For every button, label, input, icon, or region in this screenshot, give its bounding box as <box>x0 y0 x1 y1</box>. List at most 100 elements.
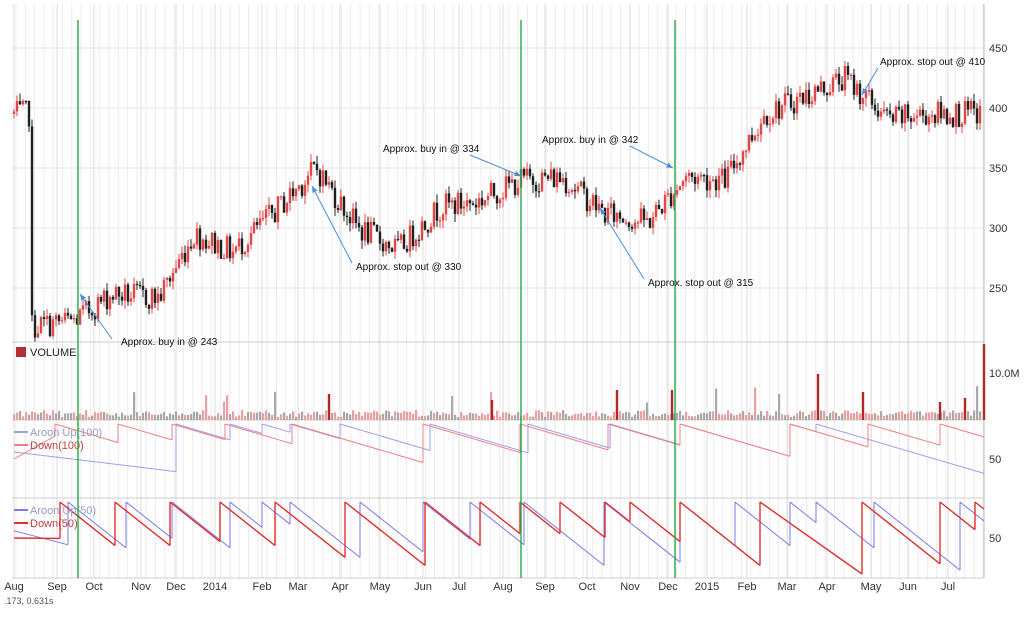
volume-bar <box>658 416 661 420</box>
volume-bar <box>79 413 82 420</box>
candle-body <box>762 115 766 124</box>
volume-bar <box>46 413 49 420</box>
candle-body <box>90 313 94 316</box>
volume-bar <box>874 413 877 420</box>
x-tick-label: May <box>861 581 882 593</box>
candle-body <box>684 175 688 182</box>
candle-body <box>273 212 277 223</box>
status-text: .173, 0.631s <box>4 596 54 606</box>
volume-bar <box>355 414 358 420</box>
candle-body <box>915 115 919 118</box>
volume-bar <box>793 415 796 420</box>
candle-body <box>381 243 385 252</box>
volume-bar <box>382 413 385 420</box>
candle-body <box>75 318 79 325</box>
candle-body <box>357 222 361 228</box>
volume-bar <box>25 412 28 420</box>
volume-bar <box>937 414 940 420</box>
aroon-legend-label: Aroon Up(50) <box>30 505 96 517</box>
candle-body <box>426 229 430 233</box>
volume-bar <box>148 412 151 420</box>
volume-bar <box>631 416 634 420</box>
x-tick-label: Sep <box>47 581 67 593</box>
candle-body <box>63 312 67 321</box>
candle-body <box>771 118 775 124</box>
candle-body <box>714 179 718 191</box>
volume-bar <box>892 414 895 420</box>
volume-bar <box>73 412 76 420</box>
annotation-arrow <box>629 145 674 169</box>
volume-bar <box>280 414 283 420</box>
candle-body <box>810 101 814 105</box>
volume-bar <box>949 412 952 420</box>
volume-bar <box>484 414 487 420</box>
candle-body <box>501 197 505 200</box>
volume-bar <box>859 413 862 420</box>
volume-bar <box>352 410 355 420</box>
candle-body <box>546 175 550 179</box>
volume-bar <box>469 412 472 420</box>
volume-bar <box>589 412 592 420</box>
candle-body <box>393 238 397 252</box>
volume-bar <box>679 410 682 420</box>
candle-body <box>153 288 157 303</box>
candle-body <box>585 188 589 212</box>
candle-body <box>396 238 400 241</box>
volume-bar <box>832 411 835 420</box>
candle-body <box>192 244 196 249</box>
candle-body <box>402 234 406 249</box>
x-tick-label: Aug <box>493 581 513 593</box>
volume-bar <box>286 415 289 420</box>
volume-bar <box>766 411 769 420</box>
volume-bar <box>376 411 379 420</box>
candle-body <box>186 246 190 263</box>
candle-body <box>378 231 382 244</box>
aroon-legend-label: Down(50) <box>30 518 78 530</box>
candle-body <box>93 315 97 320</box>
candle-body <box>972 101 976 109</box>
candle-body <box>21 100 25 105</box>
annotation-arrow <box>79 293 113 340</box>
candle-body <box>429 226 433 233</box>
volume-bar <box>733 415 736 420</box>
candle-body <box>30 126 34 316</box>
candle-body <box>306 175 310 185</box>
candle-body <box>477 198 481 208</box>
candle-body <box>423 221 427 230</box>
candle-body <box>783 93 787 106</box>
volume-bar <box>601 413 604 420</box>
candle-body <box>324 170 328 185</box>
volume-bar <box>241 410 244 420</box>
annotation-label: Approx. buy in @ 342 <box>542 135 639 146</box>
volume-bar <box>796 413 799 420</box>
candle-body <box>537 191 541 193</box>
volume-bar <box>973 410 976 420</box>
candle-body <box>891 114 895 122</box>
x-tick-label: Mar <box>289 581 308 593</box>
candle-body <box>825 92 829 96</box>
volume-bar <box>271 414 274 420</box>
volume-bar <box>871 413 874 420</box>
candle-body <box>195 228 199 245</box>
candle-body <box>282 196 286 213</box>
candle-body <box>390 248 394 252</box>
volume-bar <box>397 412 400 420</box>
volume-bar <box>910 410 913 420</box>
volume-bar <box>298 413 301 420</box>
volume-bar <box>145 411 148 420</box>
candle-body <box>639 208 643 223</box>
candle-body <box>150 288 154 309</box>
volume-bar <box>316 411 319 420</box>
volume-bar <box>361 415 364 420</box>
volume-bar <box>175 411 178 420</box>
volume-bar <box>433 413 436 420</box>
candle-body <box>276 196 280 223</box>
annotation-label: Approx. buy in @ 243 <box>121 337 218 348</box>
volume-bar <box>124 415 127 420</box>
volume-bar <box>193 411 196 420</box>
candle-body <box>816 86 820 92</box>
volume-bar <box>202 410 205 420</box>
candle-body <box>318 170 322 187</box>
